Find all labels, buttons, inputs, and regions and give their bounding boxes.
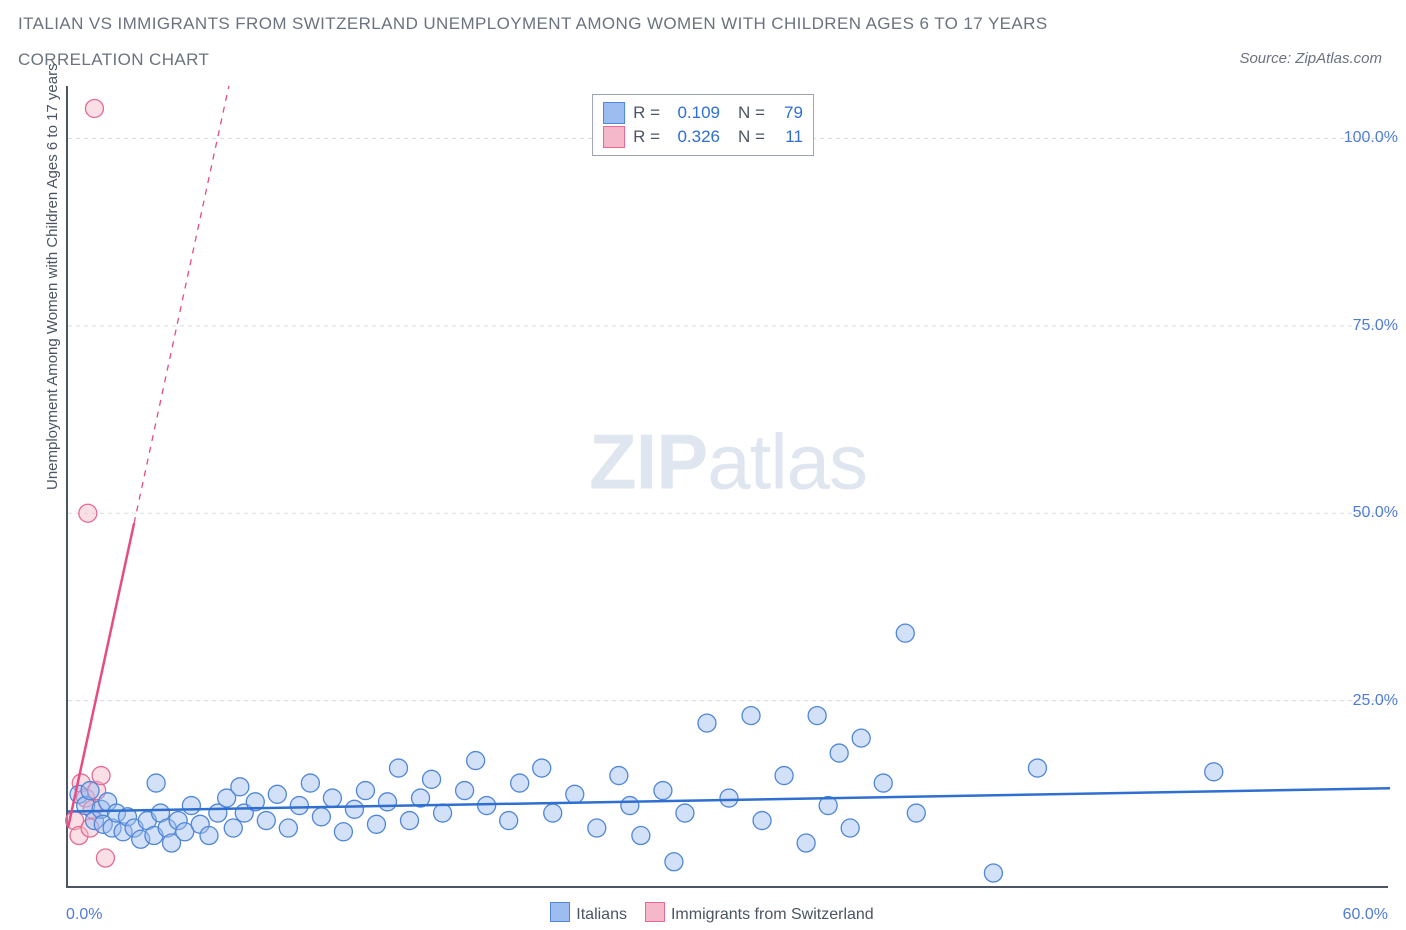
source-label: Source: ZipAtlas.com	[1239, 50, 1382, 67]
legend-row: R = 0.109 N = 79	[603, 101, 803, 125]
legend-swatch	[603, 126, 625, 148]
chart-container: ITALIAN VS IMMIGRANTS FROM SWITZERLAND U…	[0, 0, 1406, 930]
legend-n-label: N =	[738, 101, 765, 125]
legend-n-value: 11	[773, 125, 803, 149]
legend-n-label: N =	[738, 125, 765, 149]
y-tick-label: 50.0%	[1353, 504, 1398, 522]
y-tick-label: 25.0%	[1353, 692, 1398, 710]
legend-r-label: R =	[633, 101, 660, 125]
y-tick-label: 75.0%	[1353, 317, 1398, 335]
legend-r-label: R =	[633, 125, 660, 149]
y-axis-label: Unemployment Among Women with Children A…	[44, 63, 61, 490]
legend-n-value: 79	[773, 101, 803, 125]
legend-r-value: 0.109	[668, 101, 720, 125]
chart-title: ITALIAN VS IMMIGRANTS FROM SWITZERLAND U…	[18, 14, 1048, 34]
legend-r-value: 0.326	[668, 125, 720, 149]
y-tick-label: 100.0%	[1344, 129, 1398, 147]
legend-swatch	[645, 902, 665, 922]
series-legend: Italians Immigrants from Switzerland	[0, 902, 1406, 924]
legend-swatch	[603, 102, 625, 124]
legend-swatch	[550, 902, 570, 922]
plot-svg	[68, 86, 1388, 886]
legend-series-label: Italians	[576, 906, 627, 923]
correlation-legend: R = 0.109 N = 79 R = 0.326 N = 11	[592, 94, 814, 156]
legend-row: R = 0.326 N = 11	[603, 125, 803, 149]
legend-series-label: Immigrants from Switzerland	[671, 906, 874, 923]
plot-area: ZIPatlas	[66, 86, 1388, 888]
